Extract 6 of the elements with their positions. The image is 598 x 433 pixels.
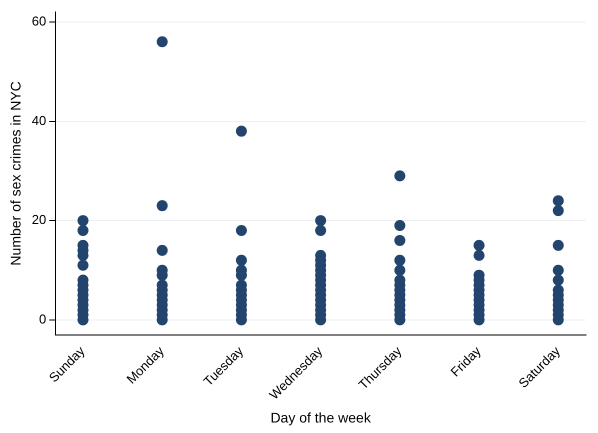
y-tick-label: 0	[39, 311, 46, 326]
x-axis-title: Day of the week	[270, 409, 372, 426]
y-tick-label: 60	[32, 14, 46, 29]
y-axis-title: Number of sex crimes in NYC	[7, 81, 24, 266]
y-tick-label: 20	[32, 212, 46, 228]
y-tick-label: 40	[32, 112, 46, 128]
